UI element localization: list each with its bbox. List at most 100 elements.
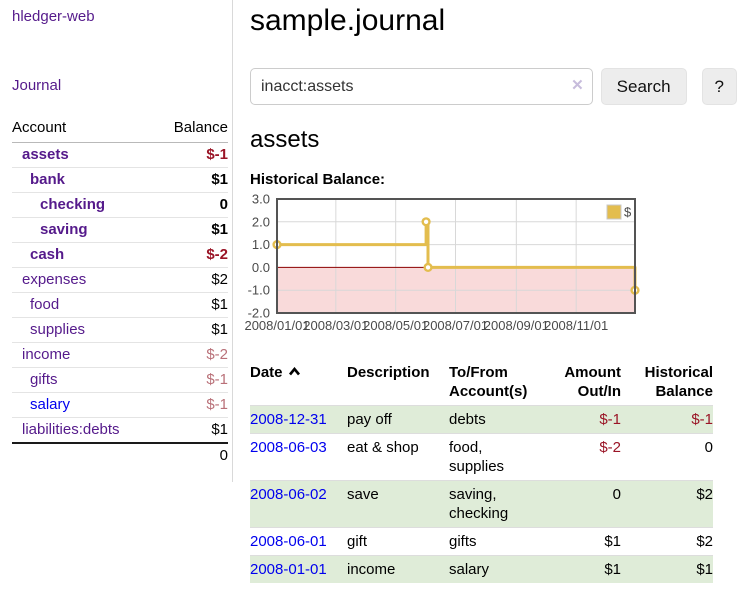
transaction-amount: $1: [559, 555, 621, 583]
register-row: 2008-12-31 pay off debts $-1 $-1: [250, 405, 713, 434]
transaction-amount: $-2: [559, 433, 621, 481]
main-content: sample.journal ✕ Search ? assets Histori…: [233, 0, 742, 603]
svg-text:2008/11/01: 2008/11/01: [544, 318, 608, 333]
account-balance: $1: [155, 292, 228, 318]
account-link-bank[interactable]: bank: [30, 171, 66, 188]
svg-text:2.0: 2.0: [252, 214, 270, 229]
page-title: sample.journal: [250, 4, 446, 37]
transaction-balance: $1: [621, 555, 713, 583]
account-link-income[interactable]: income: [22, 346, 71, 363]
account-row: cash $-2: [12, 242, 228, 268]
account-link-saving[interactable]: saving: [40, 221, 88, 238]
svg-text:3.0: 3.0: [252, 192, 270, 207]
account-balance: $-1: [155, 392, 228, 418]
account-row: saving $1: [12, 217, 228, 243]
transaction-description: gift: [347, 527, 449, 556]
register-header-date[interactable]: Date: [250, 363, 347, 406]
account-row: checking 0: [12, 192, 228, 218]
transaction-date-link[interactable]: 2008-06-01: [250, 533, 327, 550]
account-link-cash[interactable]: cash: [30, 246, 65, 263]
transaction-description: pay off: [347, 405, 449, 434]
svg-text:-1.0: -1.0: [248, 283, 270, 298]
transaction-amount: $-1: [559, 405, 621, 434]
account-link-assets[interactable]: assets: [22, 146, 69, 163]
account-row: food $1: [12, 292, 228, 318]
account-row: bank $1: [12, 167, 228, 193]
chart-title: Historical Balance:: [250, 171, 386, 188]
transaction-amount: $1: [559, 527, 621, 556]
svg-text:0.0: 0.0: [252, 260, 270, 275]
account-balance: $2: [155, 267, 228, 293]
transaction-balance: 0: [621, 433, 713, 481]
account-row: assets $-1: [12, 142, 228, 168]
svg-text:2008/07/01: 2008/07/01: [423, 318, 488, 333]
register-header-balance: Historical Balance: [644, 364, 713, 400]
svg-text:1.0: 1.0: [252, 237, 270, 252]
transaction-date-link[interactable]: 2008-01-01: [250, 561, 327, 578]
search-form: ✕ Search ?: [250, 68, 737, 105]
transaction-description: save: [347, 480, 449, 528]
svg-text:2008/03/01: 2008/03/01: [303, 318, 368, 333]
account-heading: assets: [250, 126, 320, 153]
help-button[interactable]: ?: [701, 68, 737, 105]
account-link-supplies[interactable]: supplies: [30, 321, 86, 338]
account-link-food[interactable]: food: [30, 296, 60, 313]
svg-text:-2.0: -2.0: [248, 306, 270, 321]
transaction-accounts: salary: [449, 555, 559, 583]
register-row: 2008-06-01 gift gifts $1 $2: [250, 527, 713, 556]
account-row: supplies $1: [12, 317, 228, 343]
accounts-total-row: 0: [12, 442, 228, 468]
accounts-header-account: Account: [12, 116, 156, 143]
transaction-accounts: saving, checking: [449, 480, 559, 528]
nav-journal-link[interactable]: Journal: [12, 77, 62, 94]
account-balance: $1: [155, 417, 228, 443]
transaction-date-link[interactable]: 2008-06-03: [250, 439, 327, 456]
account-row: income $-2: [12, 342, 228, 368]
account-link-liabilities-debts[interactable]: liabilities:debts: [22, 421, 120, 438]
account-balance: $1: [155, 317, 228, 343]
search-input[interactable]: [250, 68, 593, 105]
account-row: gifts $-1: [12, 367, 228, 393]
account-link-salary[interactable]: salary: [30, 396, 71, 413]
transaction-balance: $2: [621, 527, 713, 556]
account-link-checking[interactable]: checking: [40, 196, 106, 213]
register-row: 2008-01-01 income salary $1 $1: [250, 555, 713, 583]
accounts-total-value: 0: [155, 442, 228, 468]
register-table: Date Description To/From Account(s) Amou…: [250, 363, 713, 583]
account-balance: $-2: [155, 342, 228, 368]
accounts-header-balance: Balance: [155, 116, 228, 143]
register-header-row: Date Description To/From Account(s) Amou…: [250, 363, 713, 406]
historical-balance-chart: 3.0 2.0 1.0 0.0 -1.0 -2.0 2008/01/01 2008/03/01…: [244, 192, 737, 337]
account-link-gifts[interactable]: gifts: [30, 371, 58, 388]
transaction-description: income: [347, 555, 449, 583]
transaction-accounts: gifts: [449, 527, 559, 556]
transaction-accounts: debts: [449, 405, 559, 434]
account-balance: $-1: [155, 367, 228, 393]
account-link-expenses[interactable]: expenses: [22, 271, 87, 288]
account-row: expenses $2: [12, 267, 228, 293]
clear-search-icon[interactable]: ✕: [571, 77, 584, 94]
sidebar: hledger-web Journal Account Balance asse…: [0, 0, 233, 482]
account-balance: $-1: [155, 142, 228, 168]
svg-text:2008/09/01: 2008/09/01: [484, 318, 549, 333]
transaction-balance: $-1: [621, 405, 713, 434]
search-button[interactable]: Search: [600, 68, 687, 105]
account-balance: 0: [155, 192, 228, 218]
svg-text:2008/05/01: 2008/05/01: [363, 318, 428, 333]
app-brand-link[interactable]: hledger-web: [12, 8, 95, 25]
register-row: 2008-06-03 eat & shop food, supplies $-2…: [250, 433, 713, 481]
account-balance: $1: [155, 217, 228, 243]
accounts-table: Account Balance assets $-1 bank $1 check…: [12, 116, 228, 468]
register-header-accounts: To/From Account(s): [449, 364, 528, 400]
register-header-amount: Amount Out/In: [564, 364, 621, 400]
account-row: salary $-1: [12, 392, 228, 418]
svg-text:2008/01/01: 2008/01/01: [244, 318, 309, 333]
transaction-balance: $2: [621, 480, 713, 528]
transaction-date-link[interactable]: 2008-12-31: [250, 411, 327, 428]
transaction-accounts: food, supplies: [449, 433, 559, 481]
svg-text:$: $: [624, 205, 632, 220]
transaction-date-link[interactable]: 2008-06-02: [250, 486, 327, 503]
register-row: 2008-06-02 save saving, checking 0 $2: [250, 480, 713, 528]
account-row: liabilities:debts $1: [12, 417, 228, 443]
